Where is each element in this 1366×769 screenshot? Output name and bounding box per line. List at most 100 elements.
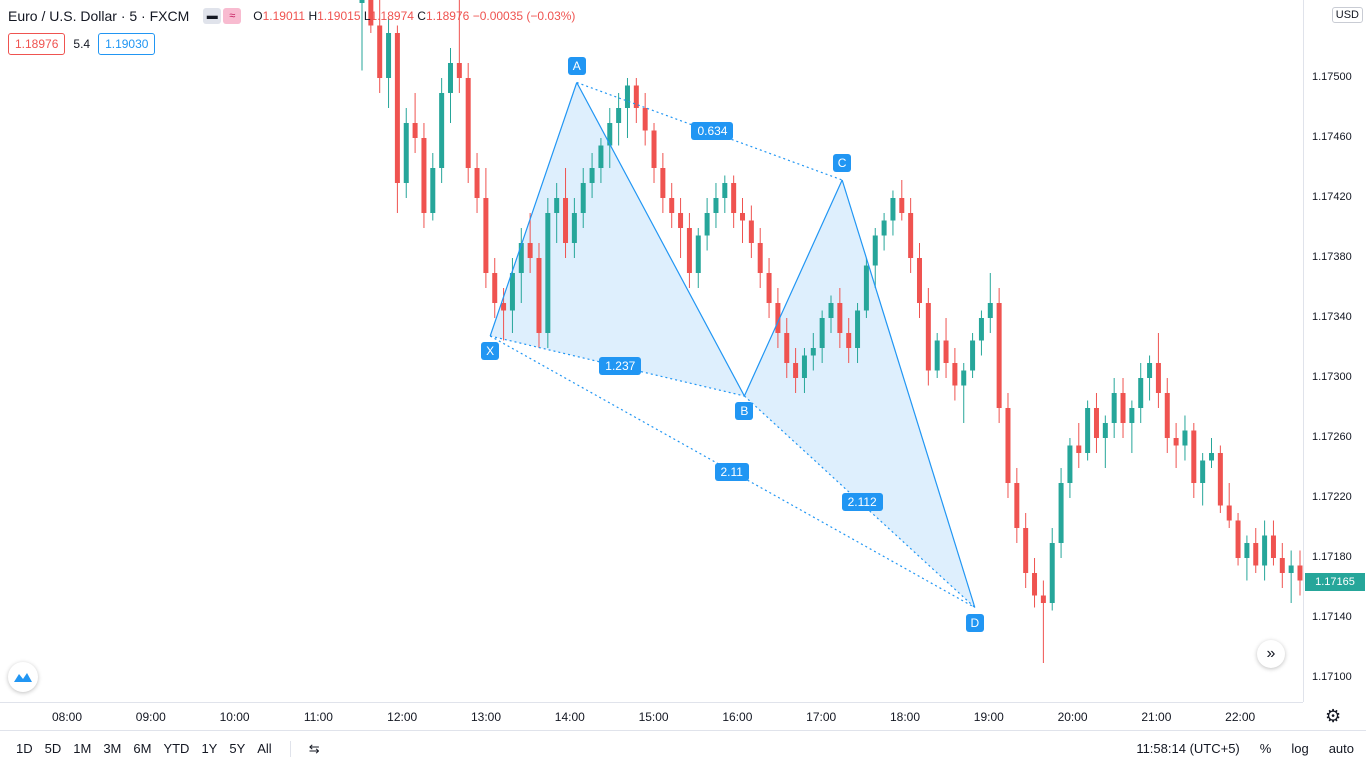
candle-body: [952, 363, 958, 386]
ratio-label-xb: 1.237: [599, 357, 642, 375]
price-tick-label: 1.17220: [1312, 491, 1352, 503]
candle-body: [996, 303, 1002, 408]
candle-body: [881, 220, 887, 236]
candle-body: [563, 198, 569, 243]
candle-body: [403, 123, 409, 183]
candle-body: [1191, 430, 1197, 483]
candle-body: [1226, 505, 1232, 521]
chart-area[interactable]: Euro / U.S. Dollar · 5 · FXCM ▬ ≈ O1.190…: [0, 0, 1303, 702]
bottom-toolbar: 1D 5D 1M 3M 6M YTD 1Y 5Y All ⇆ 11:58:14 (UTC+5) %…: [0, 730, 1366, 769]
price-tick-label: 1.17420: [1312, 191, 1352, 203]
pattern-leg-xa[interactable]: [489, 82, 578, 337]
candle-body: [1085, 408, 1091, 453]
candle-body: [1093, 408, 1099, 438]
percent-toggle[interactable]: %: [1259, 741, 1272, 756]
compare-icon[interactable]: ≈: [223, 8, 242, 24]
buy-price-button[interactable]: 1.19030: [98, 33, 156, 55]
candle-body: [704, 213, 710, 236]
time-tick-label: 08:00: [51, 710, 83, 724]
candle-body: [580, 183, 586, 213]
time-tick-label: 22:00: [1225, 710, 1256, 724]
time-tick-label: 10:00: [219, 710, 250, 724]
ratio-label-bd: 2.112: [841, 492, 883, 511]
range-button-all[interactable]: All: [257, 741, 272, 756]
range-button-ytd[interactable]: YTD: [163, 741, 190, 756]
candle-body: [961, 370, 967, 386]
pattern-point-x[interactable]: X: [481, 342, 500, 360]
candle-body: [509, 273, 515, 311]
pattern-point-a[interactable]: A: [567, 56, 586, 75]
candle-body: [430, 168, 436, 213]
pattern-leg-ab[interactable]: [576, 82, 745, 397]
candle-body: [757, 243, 763, 273]
currency-badge[interactable]: USD: [1331, 7, 1363, 23]
candle-body: [1067, 445, 1073, 483]
time-tick-label: 17:00: [806, 710, 837, 724]
candle-body: [651, 130, 657, 168]
candle-body: [695, 235, 701, 273]
settings-gear-icon[interactable]: ⚙: [1325, 706, 1342, 726]
candle-body: [1270, 535, 1276, 558]
candle-body: [1244, 543, 1250, 558]
range-button-3m[interactable]: 3M: [103, 741, 122, 756]
candle-body: [554, 198, 560, 213]
candle-body: [1200, 460, 1206, 483]
minimize-icon[interactable]: ▬: [203, 8, 222, 24]
candle-body: [1288, 565, 1294, 573]
pattern-fill-bcd: [744, 180, 975, 608]
time-tick-label: 14:00: [554, 710, 585, 724]
sell-price-button[interactable]: 1.18976: [8, 33, 66, 55]
candle-body: [916, 258, 922, 303]
candle-body: [571, 213, 577, 243]
candlestick-chart[interactable]: [0, 0, 1303, 702]
candle-body: [748, 220, 754, 243]
visibility-pill[interactable]: ▬ ≈: [203, 8, 242, 24]
price-tick-label: 1.17100: [1312, 671, 1352, 683]
pattern-point-b[interactable]: B: [735, 402, 754, 420]
candle-body: [1120, 393, 1126, 423]
candle-body: [801, 355, 807, 378]
ratio-label-ac: 0.634: [691, 122, 734, 141]
price-axis[interactable]: USD 1.17500 1.17460 1.17420 1.17380 1.17340 1…: [1303, 0, 1366, 702]
candle-body: [872, 235, 878, 266]
candle-body: [439, 93, 445, 168]
candle-body: [784, 333, 790, 363]
pattern-leg-bc[interactable]: [743, 179, 843, 397]
range-button-1d[interactable]: 1D: [16, 741, 33, 756]
price-tick-label: 1.17180: [1312, 551, 1352, 563]
candle-body: [616, 108, 622, 123]
range-button-1m[interactable]: 1M: [73, 741, 92, 756]
time-axis[interactable]: 08:00 09:00 10:00 11:00 12:00 13:00 14:00 15:00…: [0, 702, 1341, 731]
tradingview-logo-icon[interactable]: [8, 662, 38, 692]
time-tick-label: 15:00: [638, 710, 669, 724]
candle-body: [598, 145, 604, 168]
ohlc-values: O1.19011 H1.19015 L1.18974 C1.18976 −0.0…: [253, 9, 576, 23]
range-button-5d[interactable]: 5D: [44, 741, 62, 756]
candle-body: [978, 318, 984, 341]
goto-date-icon[interactable]: ⇆: [308, 741, 320, 756]
symbol-title[interactable]: Euro / U.S. Dollar · 5 · FXCM: [8, 8, 190, 24]
pattern-leg-cd[interactable]: [841, 179, 976, 608]
range-button-5y[interactable]: 5Y: [229, 741, 246, 756]
candle-body: [1182, 430, 1188, 446]
log-toggle[interactable]: log: [1291, 741, 1309, 756]
scroll-to-realtime-button[interactable]: »: [1257, 640, 1285, 668]
candle-body: [483, 198, 489, 273]
candle-body: [633, 85, 639, 108]
ratio-label-xd: 2.11: [714, 462, 749, 481]
candle-body: [713, 198, 719, 213]
candle-body: [518, 243, 524, 273]
pattern-point-d[interactable]: D: [965, 613, 984, 632]
candle-body: [1076, 445, 1082, 453]
candle-body: [810, 348, 816, 356]
candle-body: [412, 123, 418, 138]
candle-body: [1023, 528, 1029, 573]
clock-timezone[interactable]: 11:58:14 (UTC+5): [1136, 741, 1240, 756]
candle-body: [678, 213, 684, 228]
range-button-6m[interactable]: 6M: [133, 741, 152, 756]
pattern-point-c[interactable]: C: [833, 154, 852, 172]
candle-body: [1209, 453, 1215, 461]
range-button-1y[interactable]: 1Y: [201, 741, 218, 756]
candle-body: [1005, 408, 1011, 483]
auto-toggle[interactable]: auto: [1328, 741, 1354, 756]
